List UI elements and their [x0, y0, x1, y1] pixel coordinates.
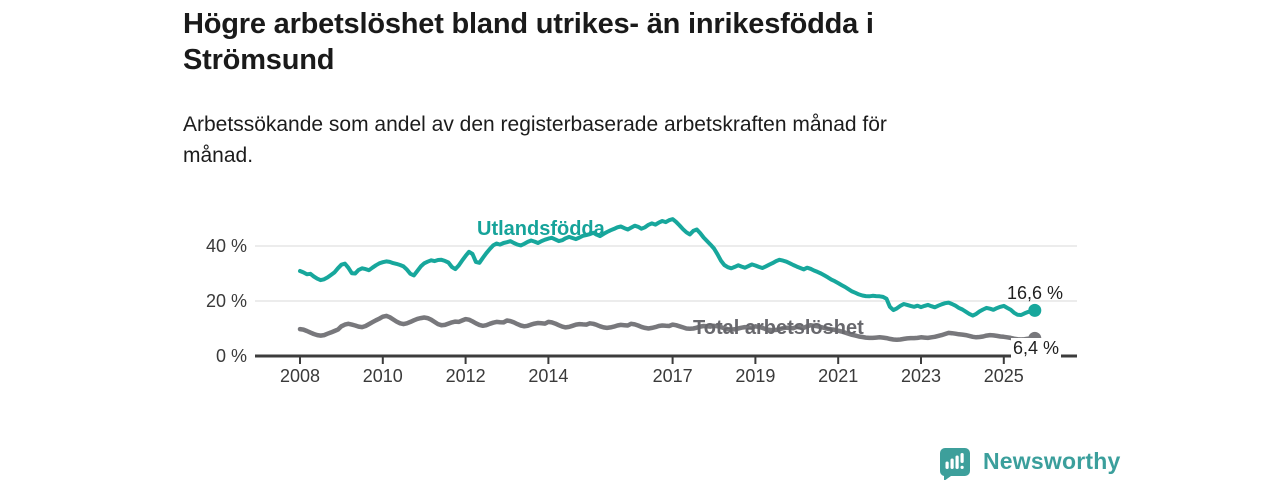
newsworthy-chart-bubble-icon	[939, 448, 970, 480]
chart-subtitle: Arbetssökande som andel av den registerb…	[183, 109, 1053, 171]
y-tick-label: 0 %	[216, 346, 247, 366]
x-tick-label: 2010	[363, 366, 403, 386]
series-line-0	[298, 217, 1037, 318]
series-end-dot-0	[1028, 303, 1042, 317]
newsworthy-logo: Newsworthy	[936, 445, 1120, 480]
y-tick-label: 20 %	[206, 291, 247, 311]
chart-title: Högre arbetslöshet bland utrikes- än inr…	[183, 6, 1053, 78]
series-label-total-arbetsloshet: Total arbetslöshet	[693, 317, 864, 339]
x-tick-label: 2019	[735, 366, 775, 386]
chart-title-line-1: Högre arbetslöshet bland utrikes- än inr…	[183, 8, 874, 40]
series-line-1	[297, 313, 1038, 343]
x-tick-label: 2008	[280, 366, 320, 386]
x-tick-label: 2021	[818, 366, 858, 386]
chart-subtitle-line-2: månad.	[183, 144, 254, 167]
x-tick-label: 2012	[446, 366, 486, 386]
y-tick-label: 40 %	[206, 236, 247, 256]
end-value-label-total: 6,4 %	[1011, 338, 1062, 359]
x-tick-label: 2014	[528, 366, 568, 386]
x-tick-label: 2023	[901, 366, 941, 386]
x-tick-label: 2017	[653, 366, 693, 386]
chart-subtitle-line-1: Arbetssökande som andel av den registerb…	[183, 113, 887, 136]
series-label-utlandsfodda: Utlandsfödda	[477, 218, 605, 240]
x-tick-label: 2025	[984, 366, 1024, 386]
newsworthy-wordmark: Newsworthy	[983, 447, 1121, 474]
chart-title-line-2: Strömsund	[183, 44, 335, 76]
end-value-label-utlandsfodda: 16,6 %	[1007, 283, 1064, 303]
